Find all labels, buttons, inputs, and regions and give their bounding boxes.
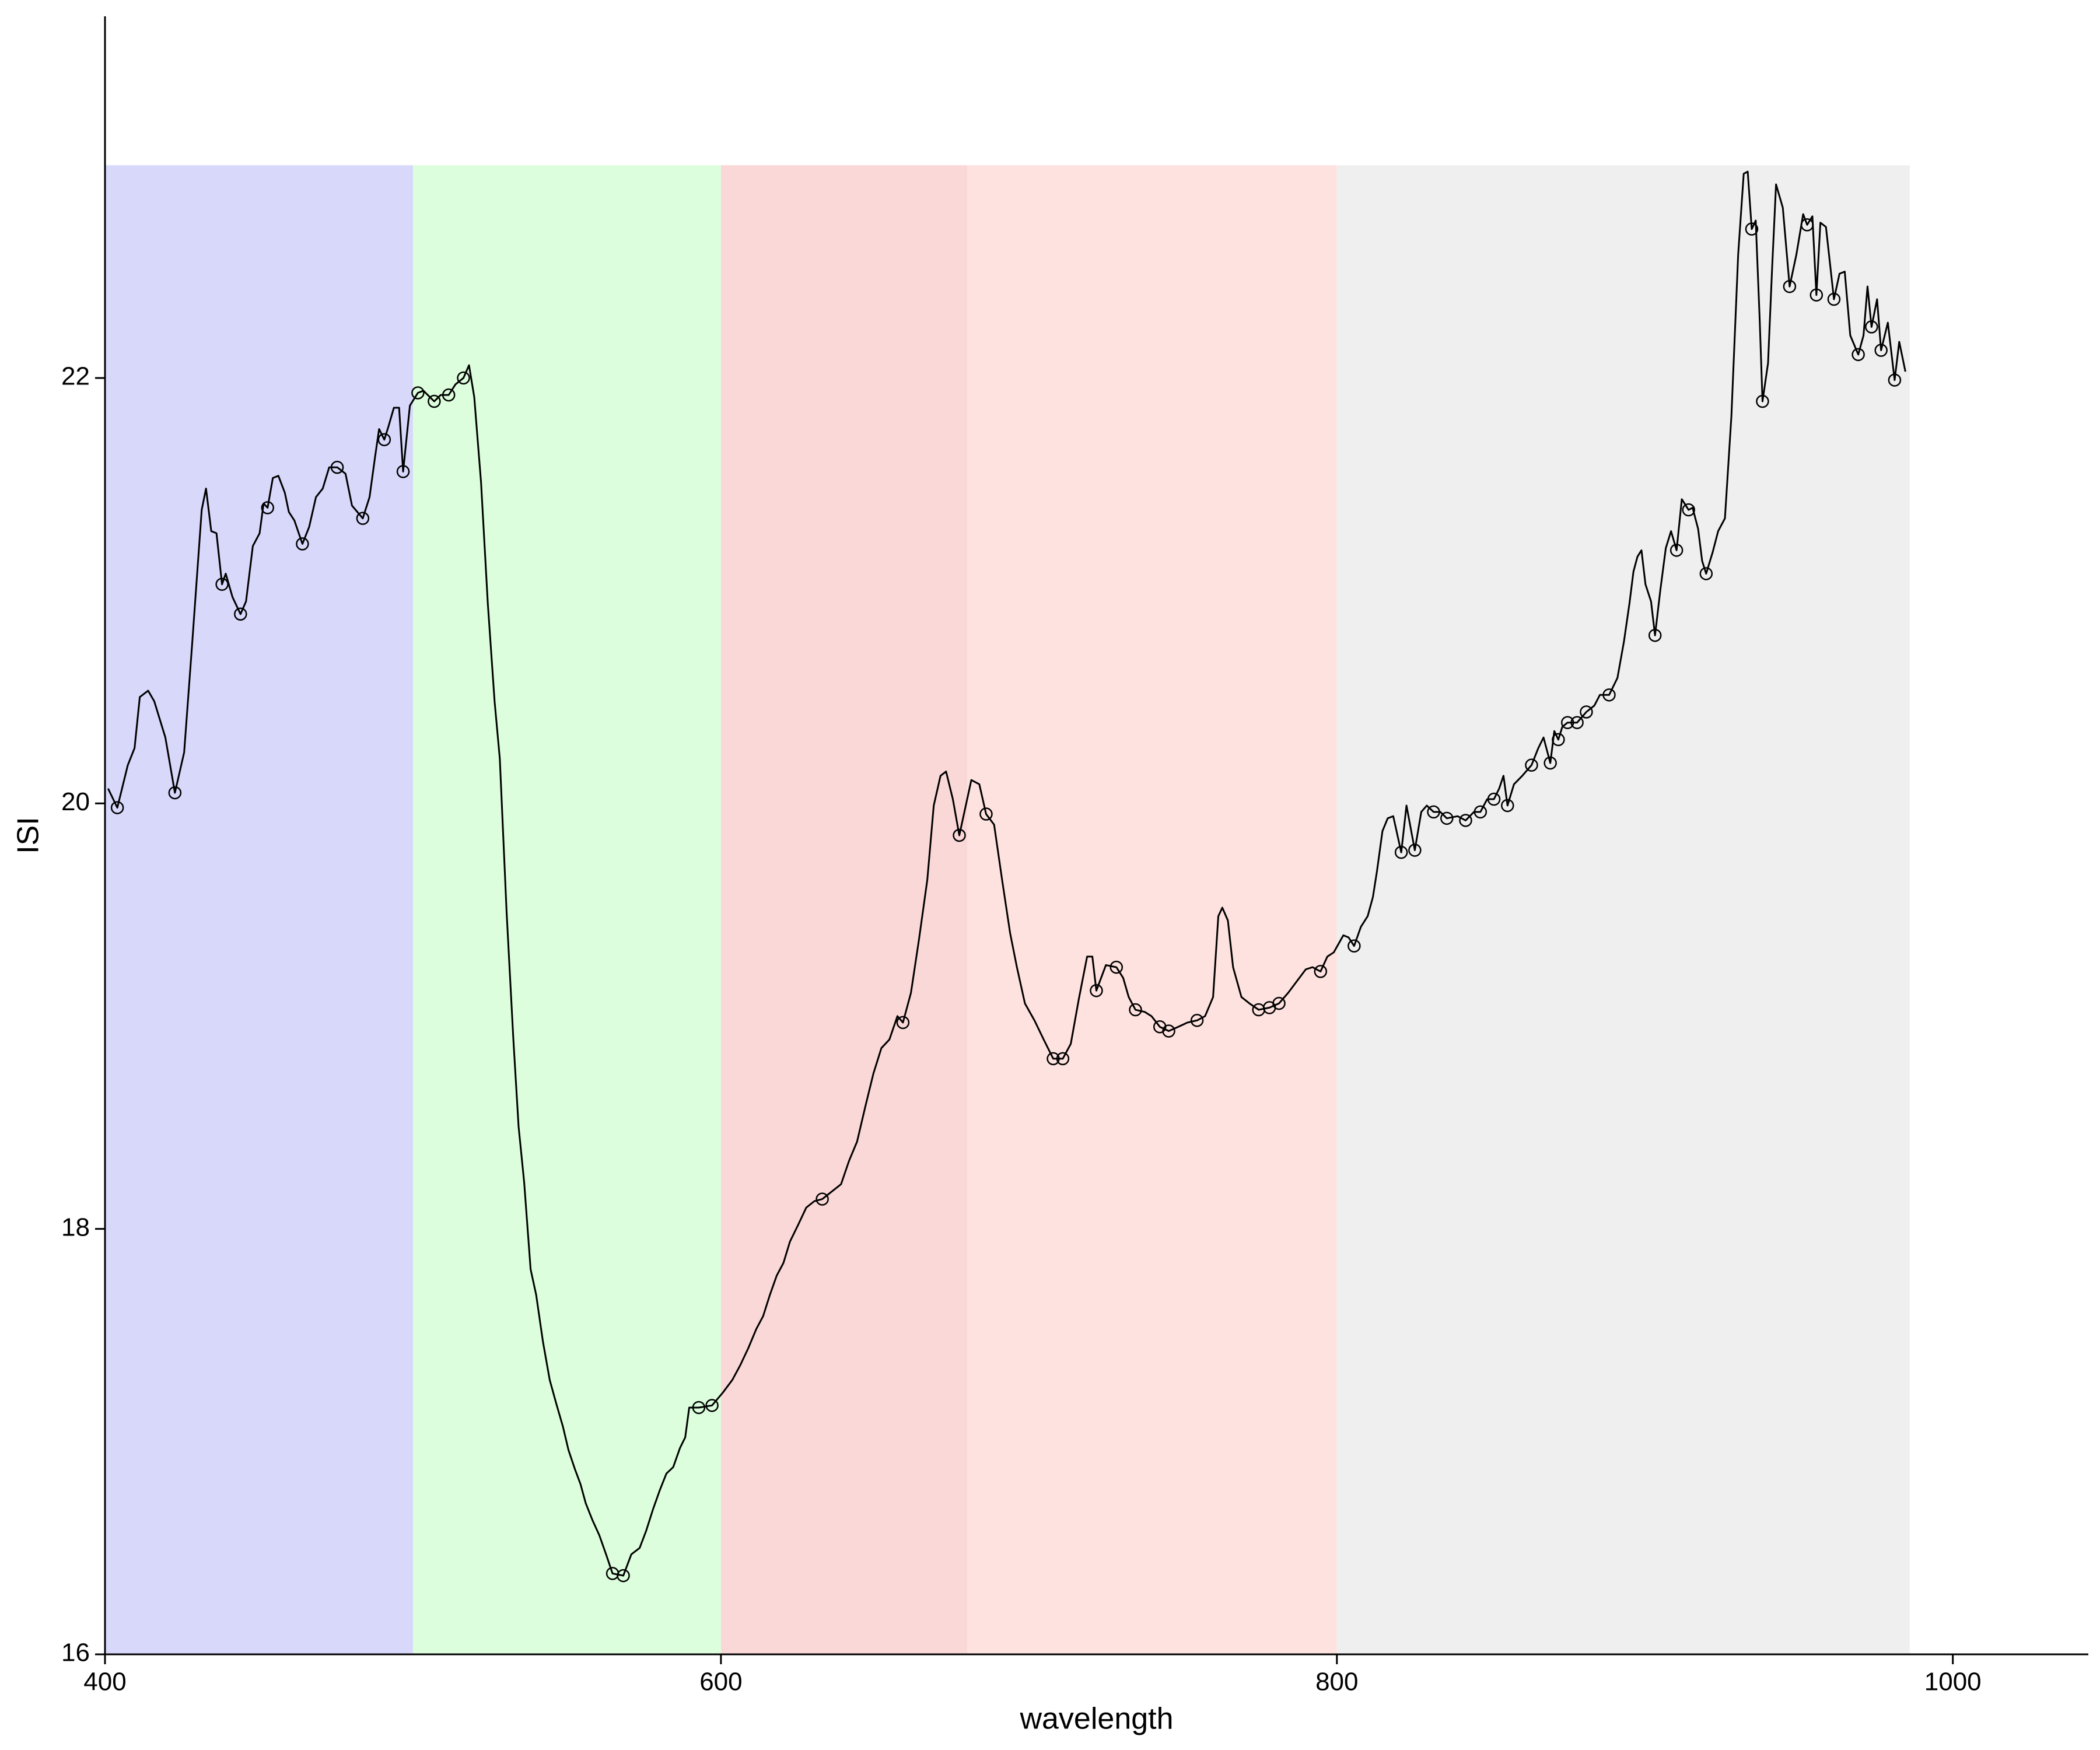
data-point bbox=[1459, 814, 1472, 827]
data-point bbox=[1560, 716, 1574, 729]
data-point bbox=[1552, 733, 1565, 747]
region bbox=[1336, 165, 1910, 1655]
region bbox=[412, 165, 721, 1655]
data-point bbox=[1682, 503, 1695, 517]
y-tick-label: 18 bbox=[61, 1213, 90, 1241]
data-point bbox=[1525, 758, 1538, 772]
data-point bbox=[168, 786, 182, 800]
data-point bbox=[1670, 544, 1684, 557]
data-point bbox=[1427, 805, 1440, 819]
data-point bbox=[1888, 373, 1902, 387]
data-point bbox=[1602, 688, 1616, 702]
data-point bbox=[1474, 805, 1488, 819]
data-point bbox=[1501, 799, 1514, 813]
data-point bbox=[1162, 1024, 1175, 1038]
data-point bbox=[1852, 348, 1865, 362]
data-point bbox=[1487, 792, 1501, 806]
data-point bbox=[896, 1016, 910, 1030]
data-point bbox=[1865, 320, 1878, 334]
data-point bbox=[411, 386, 425, 400]
data-point bbox=[1745, 222, 1759, 236]
data-point bbox=[1648, 628, 1662, 642]
data-point bbox=[1756, 394, 1769, 408]
regions bbox=[105, 165, 1910, 1655]
x-tick-label: 400 bbox=[83, 1668, 126, 1696]
data-point bbox=[1570, 716, 1584, 729]
data-point bbox=[1699, 567, 1713, 580]
data-point bbox=[1272, 996, 1286, 1010]
data-point bbox=[617, 1569, 630, 1583]
data-point bbox=[1090, 984, 1103, 998]
data-point bbox=[953, 828, 966, 842]
y-axis-title: ISI bbox=[12, 817, 46, 854]
data-point bbox=[261, 501, 275, 514]
data-point bbox=[1190, 1014, 1204, 1027]
data-point bbox=[1874, 344, 1888, 357]
data-point bbox=[377, 433, 391, 446]
data-point bbox=[330, 460, 344, 474]
data-point bbox=[1314, 965, 1328, 978]
data-point bbox=[110, 801, 124, 814]
data-point bbox=[1056, 1052, 1070, 1066]
data-point bbox=[396, 465, 410, 478]
x-axis-title: wavelength bbox=[1019, 1702, 1173, 1736]
data-point bbox=[1129, 1003, 1142, 1017]
data-point bbox=[705, 1399, 719, 1412]
data-point bbox=[1783, 279, 1797, 293]
data-point bbox=[428, 394, 441, 408]
data-point bbox=[1110, 960, 1124, 974]
data-point bbox=[1827, 292, 1841, 306]
data-point bbox=[1046, 1052, 1060, 1066]
data-line bbox=[107, 170, 1906, 1577]
x-tick-label: 800 bbox=[1315, 1668, 1358, 1696]
y-tick-label: 16 bbox=[61, 1639, 90, 1667]
data-point bbox=[1440, 811, 1454, 825]
axes: 16 18 20 22 400 600 800 1000 bbox=[61, 16, 2088, 1696]
y-tick-label: 22 bbox=[61, 362, 90, 391]
x-tick-label: 600 bbox=[699, 1668, 742, 1696]
data-point bbox=[356, 512, 370, 525]
y-tick-label: 20 bbox=[61, 788, 90, 816]
data-point bbox=[1544, 756, 1557, 770]
data-point bbox=[692, 1401, 706, 1415]
data-point bbox=[1800, 218, 1814, 232]
region bbox=[967, 165, 1337, 1655]
data-point bbox=[1580, 705, 1593, 719]
data-point bbox=[979, 807, 993, 821]
x-tick-label: 1000 bbox=[1924, 1668, 1982, 1696]
data-point bbox=[1408, 844, 1422, 857]
data-point bbox=[1394, 845, 1408, 859]
data-point bbox=[442, 388, 456, 402]
data-point bbox=[457, 371, 470, 385]
data-point bbox=[296, 537, 309, 551]
data-point bbox=[215, 578, 229, 591]
data-point bbox=[1348, 939, 1361, 953]
region bbox=[720, 165, 968, 1655]
data-point bbox=[816, 1192, 829, 1206]
marks bbox=[107, 170, 1906, 1583]
data-point bbox=[1810, 288, 1824, 302]
region bbox=[105, 165, 413, 1655]
data-point bbox=[234, 607, 247, 621]
